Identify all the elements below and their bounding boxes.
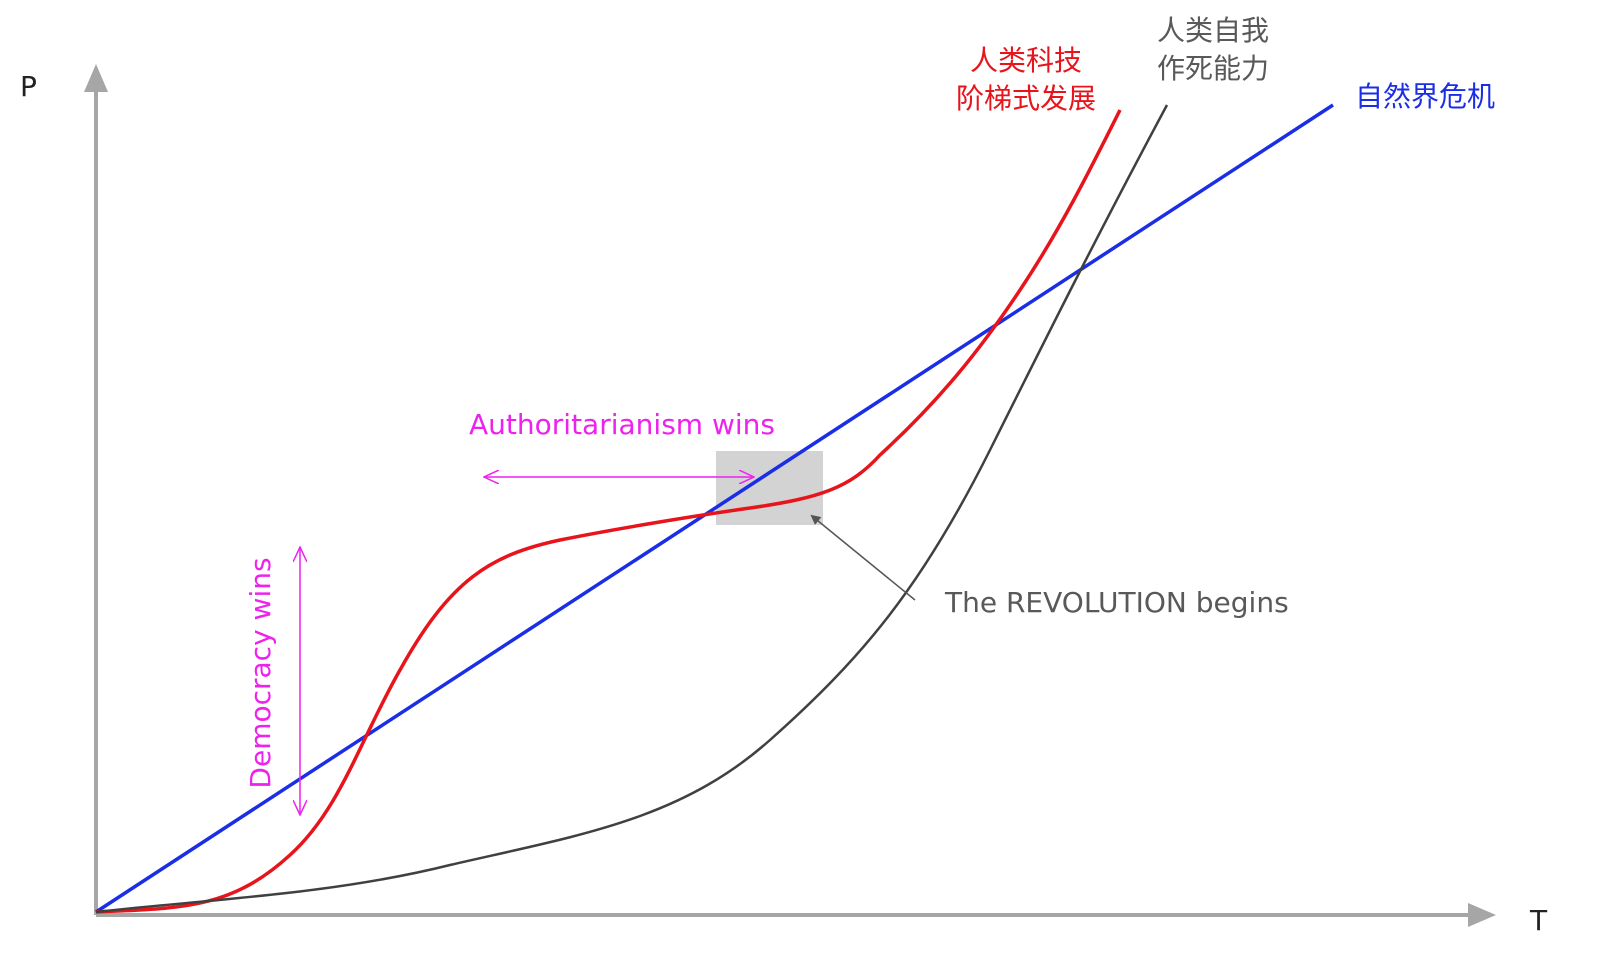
revolution-label: The REVOLUTION begins <box>944 586 1289 619</box>
nature-crisis-line <box>95 103 1334 914</box>
x-axis-label: T <box>1529 904 1548 937</box>
technology-label: 阶梯式发展 <box>956 82 1096 115</box>
y-axis-arrow <box>84 64 108 92</box>
self-destruction-label: 作死能力 <box>1157 52 1269 85</box>
authoritarianism-label: Authoritarianism wins <box>469 408 775 441</box>
democracy-label: Democracy wins <box>244 557 277 788</box>
technology-label: 人类科技 <box>970 44 1082 77</box>
nature-crisis-label: 自然界危机 <box>1355 80 1495 113</box>
y-axis-label: P <box>20 70 37 103</box>
revolution-pointer <box>810 514 916 601</box>
technology-curve <box>95 109 1122 914</box>
highlight-box <box>716 451 823 525</box>
self-destruction-label: 人类自我 <box>1157 14 1269 47</box>
self-destruction-curve <box>95 104 1169 914</box>
x-axis-arrow <box>1468 903 1496 927</box>
